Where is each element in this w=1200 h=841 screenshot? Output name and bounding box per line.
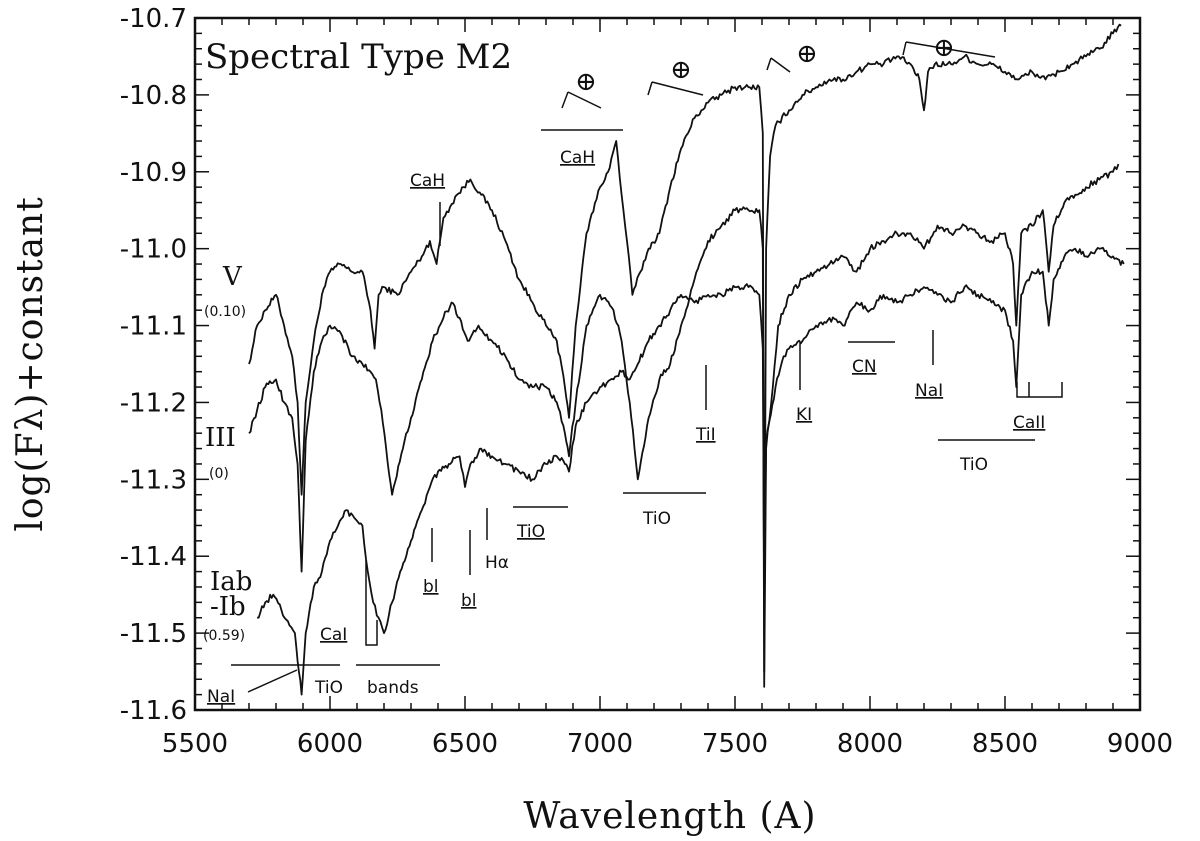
telluric-slash-2b [651,81,704,96]
y-tick-labels: -10.7 -10.8 -10.9 -11.0 -11.1 -11.2 -11.3 -11.4… [120,4,187,726]
y-tick-label: -11.0 [120,235,187,265]
telluric-slash-4a [902,41,907,56]
y-tick-label: -11.6 [120,696,187,726]
label-tio-band-3: TiO [959,455,988,475]
series-label-iii: III [205,423,236,453]
telluric-slash-3b [770,57,791,73]
x-tick-label: 7500 [702,729,768,759]
telluric-symbol-4: ⊕ [933,33,955,63]
series-line-0 [248,23,1122,673]
series-line-1 [248,163,1120,688]
y-tick-label: -10.8 [120,81,187,111]
feature-labels: CaH CaH TiI KI CN NaI CaII TiO TiO TiO H… [207,148,1045,707]
series-line-2 [257,246,1125,696]
y-tick-label: -11.2 [120,388,187,418]
label-tio-band-1: TiO [516,522,545,542]
series-offset-iii: (0) [209,466,229,482]
telluric-slash-4b [905,41,996,58]
label-cah-1: CaH [410,171,445,191]
label-bl-2: bl [461,591,477,611]
series-offset-iab: (0.59) [203,628,245,644]
label-tii: TiI [695,425,716,445]
label-tio-bands-2: bands [367,678,419,698]
caii-bracket [1016,382,1063,398]
telluric-symbol-1: ⊕ [575,67,597,97]
label-tio-bands-1: TiO [314,678,343,698]
telluric-markers: ⊕ ⊕ ⊕ ⊕ [561,33,996,109]
telluric-slash-3a [766,57,772,71]
feature-marks [231,129,1063,693]
label-bl-1: bl [423,577,439,597]
label-cai: CaI [320,625,347,645]
y-axis-title: log(Fλ)+constant [10,196,51,531]
x-tick-label: 8500 [972,729,1038,759]
x-axis-title: Wavelength (A) [523,796,816,837]
series-label-ib: -Ib [210,592,246,622]
label-cn: CN [852,357,877,377]
series-group [248,23,1125,696]
chart-title: Spectral Type M2 [205,37,512,77]
y-tick-label: -11.4 [120,542,187,572]
nai-1-pointer [247,669,298,693]
axis-ticks [194,17,1141,711]
x-tick-label: 8000 [837,729,903,759]
x-tick-label: 9000 [1107,729,1173,759]
series-label-iab: Iab [210,567,252,597]
series-label-v: V [222,262,243,292]
x-tick-label: 6000 [297,729,363,759]
label-cah-2: CaH [560,148,595,168]
telluric-slash-1b [567,91,602,109]
cai-bracket [365,560,378,646]
x-tick-label: 7000 [567,729,633,759]
y-tick-label: -10.7 [120,4,187,34]
y-tick-label: -11.3 [120,465,187,495]
label-ki: KI [796,405,812,425]
label-nai-1: NaI [207,687,235,707]
label-caii: CaII [1013,413,1045,433]
label-halpha: Hα [485,553,509,573]
y-tick-label: -11.5 [120,619,187,649]
telluric-symbol-3: ⊕ [796,39,818,69]
label-tio-band-2: TiO [642,509,671,529]
series-offset-v: (0.10) [204,304,246,320]
telluric-symbol-2: ⊕ [670,55,692,85]
x-tick-label: 5500 [162,729,228,759]
telluric-slash-1a [561,91,569,109]
y-tick-label: -11.1 [120,312,187,342]
x-tick-labels: 5500 6000 6500 7000 7500 8000 8500 9000 [162,729,1173,759]
y-tick-label: -10.9 [120,158,187,188]
plot-frame [193,16,1142,712]
label-nai-2: NaI [915,381,943,401]
x-tick-label: 6500 [432,729,498,759]
telluric-slash-2a [647,81,653,96]
